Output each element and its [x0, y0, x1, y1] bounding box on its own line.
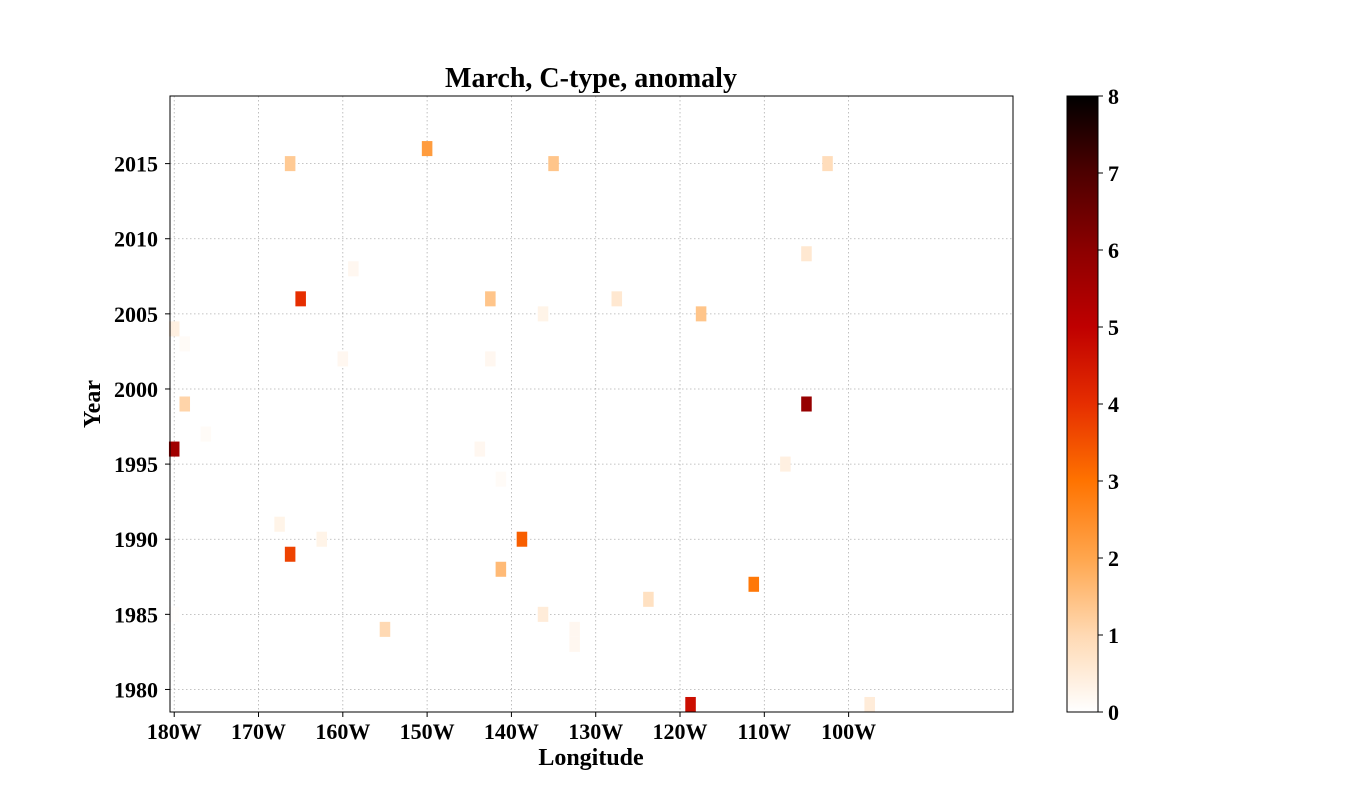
x-tick-label: 160W — [315, 719, 370, 744]
grid-lines — [170, 96, 1013, 712]
x-tick-label: 170W — [231, 719, 286, 744]
colorbar-tick-label: 5 — [1108, 315, 1119, 340]
heatmap-cell — [537, 306, 549, 322]
plot-background — [170, 96, 1013, 712]
heatmap-cell — [474, 441, 486, 457]
colorbar-gradient — [1067, 96, 1098, 712]
heatmap-cell — [801, 246, 812, 262]
heatmap-cell — [695, 306, 707, 322]
heatmap-cell — [495, 561, 507, 577]
heatmap-cell — [179, 336, 191, 352]
heatmap-cell — [822, 156, 833, 172]
data-cells — [168, 141, 875, 712]
colorbar-tick-label: 2 — [1108, 546, 1119, 571]
y-tick-label: 1980 — [114, 677, 158, 702]
y-tick-label: 1985 — [114, 602, 158, 627]
heatmap-cell — [274, 516, 285, 532]
heatmap-cell — [284, 546, 296, 562]
y-tick-label: 2015 — [114, 152, 158, 177]
x-axis-ticks: 180W 170W 160W 150W 140W 130W 120W 110W 100W — [147, 712, 876, 744]
y-tick-label: 1990 — [114, 527, 158, 552]
heatmap-cell — [495, 471, 507, 487]
colorbar-tick-label: 0 — [1108, 700, 1119, 725]
y-tick-label: 2010 — [114, 227, 158, 252]
x-tick-label: 120W — [653, 719, 708, 744]
heatmap-cell — [801, 396, 812, 412]
colorbar-tick-label: 4 — [1108, 392, 1119, 417]
heatmap-cell — [179, 396, 191, 412]
heatmap-cell — [643, 591, 654, 607]
heatmap-cell — [348, 261, 359, 277]
heatmap-cell — [485, 291, 496, 307]
heatmap-cell — [516, 531, 528, 547]
y-tick-label: 2000 — [114, 377, 158, 402]
x-tick-label: 130W — [568, 719, 623, 744]
colorbar: 0 1 2 3 4 5 6 7 8 — [1066, 84, 1119, 725]
heatmap-cell — [284, 156, 296, 172]
heatmap-cell — [864, 696, 875, 712]
chart-title: March, C-type, anomaly — [445, 63, 737, 94]
heatmap-cell — [168, 441, 180, 457]
x-tick-label: 140W — [484, 719, 539, 744]
y-axis-ticks: 1980 1985 1990 1995 2000 2005 2010 2015 — [114, 152, 170, 702]
colorbar-tick-label: 7 — [1108, 161, 1119, 186]
heatmap-cell — [168, 606, 180, 622]
colorbar-tick-label: 6 — [1108, 238, 1119, 263]
heatmap-cell — [337, 351, 349, 367]
colorbar-tick-label: 1 — [1108, 623, 1119, 648]
heatmap-cell — [548, 156, 559, 172]
heatmap-cell — [537, 606, 549, 622]
y-axis-label: Year — [80, 380, 106, 428]
heatmap-cell — [780, 456, 791, 472]
heatmap-cell — [685, 696, 696, 712]
heatmap-cell — [200, 426, 212, 442]
plot-area — [168, 95, 1014, 713]
heatmap-cell — [748, 576, 760, 592]
colorbar-ticks: 0 1 2 3 4 5 6 7 8 — [1098, 84, 1119, 725]
x-tick-label: 150W — [400, 719, 455, 744]
heatmap-cell — [295, 291, 306, 307]
plot-frame — [169, 95, 1014, 713]
heatmap-cell — [569, 636, 580, 652]
heatmap-cell — [379, 621, 391, 637]
heatmap-cell — [485, 351, 496, 367]
x-axis-label: Longitude — [538, 745, 644, 771]
heatmap-cell — [611, 291, 623, 307]
heatmap-cell — [421, 141, 433, 157]
y-tick-label: 1995 — [114, 452, 158, 477]
x-tick-label: 110W — [737, 719, 791, 744]
colorbar-tick-label: 3 — [1108, 469, 1119, 494]
heatmap-cell — [316, 531, 328, 547]
heatmap-cell — [569, 621, 580, 637]
y-tick-label: 2005 — [114, 302, 158, 327]
x-tick-label: 100W — [821, 719, 876, 744]
heatmap-cell — [168, 321, 180, 337]
x-tick-label: 180W — [147, 719, 202, 744]
colorbar-tick-label: 8 — [1108, 84, 1119, 109]
